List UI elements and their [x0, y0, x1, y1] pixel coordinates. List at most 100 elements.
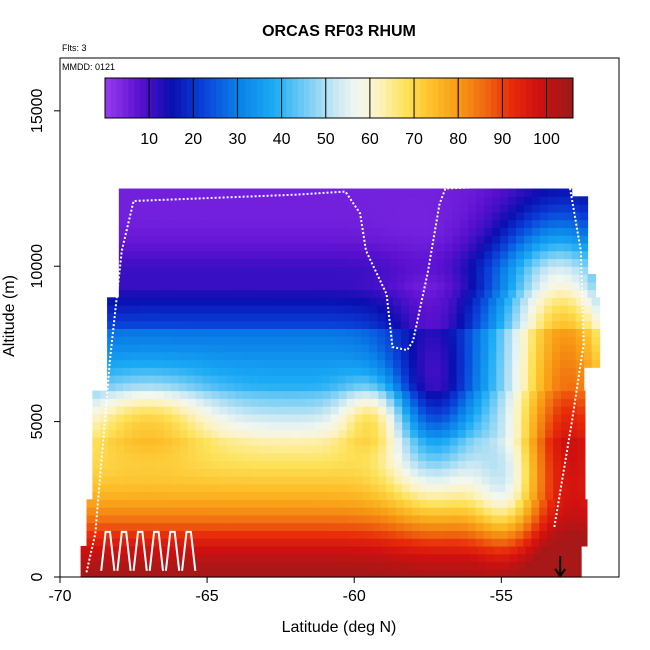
heatmap-cell	[259, 452, 268, 462]
heatmap-cell	[440, 382, 450, 392]
heatmap-cell	[388, 242, 398, 252]
heatmap-cell	[110, 522, 119, 531]
heatmap-cell	[290, 468, 300, 477]
heatmap-cell	[155, 468, 165, 477]
heatmap-cell	[285, 235, 295, 244]
heatmap-cell	[349, 281, 358, 291]
heatmap-cell	[400, 343, 410, 353]
heatmap-cell	[214, 250, 223, 260]
heatmap-cell	[171, 406, 181, 415]
heatmap-cell	[317, 289, 326, 298]
heatmap-cell	[557, 561, 566, 570]
heatmap-cell	[500, 258, 509, 267]
heatmap-cell	[537, 468, 546, 477]
heatmap-cell	[245, 266, 255, 275]
heatmap-cell	[441, 476, 451, 485]
heatmap-cell	[576, 421, 586, 430]
heatmap-cell	[309, 204, 319, 213]
heatmap-cell	[300, 522, 310, 531]
heatmap-cell	[219, 429, 228, 438]
heatmap-cell	[412, 522, 421, 531]
x-axis-label: Latitude (deg N)	[282, 619, 397, 636]
heatmap-cell	[346, 483, 356, 493]
heatmap-cell	[329, 312, 339, 322]
heatmap-cell	[206, 196, 215, 205]
heatmap-cell	[452, 250, 462, 260]
heatmap-cell	[314, 421, 324, 430]
heatmap-cell	[271, 569, 280, 578]
heatmap-cell	[500, 219, 509, 228]
heatmap-cell	[235, 468, 244, 477]
heatmap-cell	[453, 545, 463, 555]
heatmap-cell	[433, 437, 443, 446]
heatmap-cell	[258, 382, 267, 392]
heatmap-cell	[341, 273, 350, 283]
heatmap-cell	[277, 227, 287, 236]
heatmap-cell	[523, 530, 532, 539]
heatmap-cell	[314, 413, 324, 423]
heatmap-cell	[230, 196, 239, 205]
heatmap-cell	[444, 273, 454, 283]
heatmap-cell	[551, 305, 561, 314]
heatmap-cell	[150, 219, 160, 228]
heatmap-cell	[147, 468, 157, 477]
heatmap-cell	[426, 437, 435, 446]
heatmap-cell	[591, 328, 601, 337]
heatmap-cell	[211, 429, 221, 438]
heatmap-cell	[505, 460, 514, 469]
heatmap-cell	[432, 351, 442, 361]
heatmap-cell	[215, 553, 225, 563]
heatmap-cell	[369, 367, 378, 376]
heatmap-cell	[310, 569, 320, 578]
heatmap-cell	[396, 514, 405, 524]
heatmap-cell	[378, 421, 387, 430]
colorbar-segment	[532, 78, 539, 118]
heatmap-cell	[561, 476, 570, 485]
heatmap-cell	[253, 250, 263, 260]
heatmap-cell	[476, 281, 485, 291]
heatmap-cell	[298, 398, 308, 407]
heatmap-cell	[150, 204, 160, 213]
heatmap-cell	[446, 545, 455, 555]
heatmap-cell	[575, 374, 585, 384]
heatmap-cell	[416, 297, 426, 306]
heatmap-cell	[263, 561, 272, 570]
heatmap-cell	[186, 367, 196, 376]
heatmap-cell	[373, 211, 382, 221]
heatmap-cell	[138, 336, 148, 345]
heatmap-cell	[353, 336, 362, 345]
heatmap-cell	[440, 351, 450, 361]
heatmap-cell	[179, 390, 189, 399]
heatmap-cell	[258, 312, 267, 322]
heatmap-cell	[504, 312, 513, 322]
heatmap-cell	[444, 266, 454, 275]
heatmap-cell	[377, 343, 386, 353]
heatmap-cell	[531, 242, 541, 252]
heatmap-cell	[338, 398, 348, 407]
heatmap-cell	[441, 406, 451, 415]
heatmap-cell	[348, 538, 358, 547]
heatmap-cell	[155, 398, 165, 407]
heatmap-cell	[237, 507, 246, 516]
heatmap-cell	[107, 312, 116, 322]
heatmap-cell	[496, 359, 505, 368]
heatmap-cell	[174, 196, 183, 205]
heatmap-cell	[448, 367, 458, 376]
colorbar-segment	[157, 78, 164, 118]
heatmap-cell	[444, 258, 454, 267]
heatmap-cell	[378, 398, 387, 407]
heatmap-cell	[321, 343, 331, 353]
heatmap-cell	[187, 406, 197, 415]
heatmap-cell	[414, 569, 423, 578]
heatmap-cell	[404, 235, 414, 244]
heatmap-cell	[499, 507, 509, 516]
heatmap-cell	[456, 328, 466, 337]
heatmap-cell	[537, 460, 546, 469]
heatmap-cell	[523, 250, 533, 260]
heatmap-cell	[567, 320, 577, 329]
heatmap-cell	[374, 561, 384, 570]
heatmap-cell	[436, 538, 445, 547]
heatmap-cell	[476, 188, 485, 197]
heatmap-cell	[281, 328, 291, 337]
heatmap-cell	[571, 514, 580, 524]
